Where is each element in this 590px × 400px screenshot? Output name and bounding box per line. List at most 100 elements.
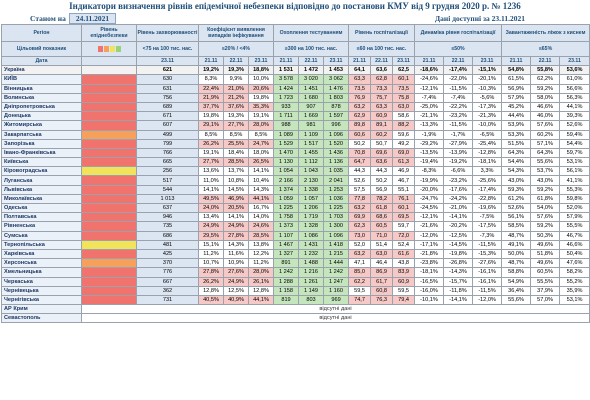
table-row[interactable]: Харківська 425 11,2% 11,6% 12,2% 1 327 1 232 1 … [1,248,590,260]
region-name: Тернопільська [1,239,82,250]
detection-cell: 11,2% [248,258,274,269]
detection-cell: 13,8% [248,239,274,250]
table-row[interactable]: Житомирська 607 29,1% 27,7% 28,0% 988 981 996 89… [1,120,590,131]
dynamics-cell: -10,3% [472,83,503,94]
detection-cell: 40,9% [223,294,249,306]
region-name: Миколаївська [1,193,82,205]
hosp-cell: 57,5 [348,184,372,195]
beds-cell: 48,7% [501,230,532,241]
table-row[interactable]: Донецька 671 19,8% 19,3% 19,1% 1 711 1 669 1 59… [1,111,590,122]
risk-level [81,239,137,250]
dynamics-cell: -17,3% [472,101,503,113]
table-row[interactable]: Запорізька 799 26,2% 25,5% 24,7% 1 529 1 517 1 … [1,138,590,149]
testing-cell: 1 597 [322,111,350,122]
no-data-row[interactable]: АР Крим відсутні дані [1,304,590,315]
testing-cell: 1 328 [298,221,324,232]
date-level [81,55,137,67]
ukraine-row[interactable]: Україна 621 19,2% 19,3% 18,8% 1 531 1 472 1 453… [1,65,590,76]
date-cell: 23.11 [248,55,274,67]
incidence-cell: 630 [136,74,199,85]
table-row[interactable]: Волинська 756 21,9% 21,2% 19,8% 1 723 1 680 1 8… [1,92,590,103]
detection-cell: 12,2% [248,248,274,260]
table-row[interactable]: Черкаська 667 26,2% 24,9% 26,1% 1 288 1 261 1 2… [1,276,590,287]
table-row[interactable]: Київська 665 27,7% 28,5% 26,5% 1 130 1 112 1 13… [1,157,590,168]
beds-cell: 57,0% [530,294,561,306]
beds-cell: 54,3% [501,166,532,177]
testing-cell: 1 225 [273,202,299,214]
table-row[interactable]: Тернопільська 481 15,1% 14,3% 13,8% 1 467 1 43… [1,239,590,250]
hosp-cell: 60,9 [392,276,416,287]
beds-cell: 43,0% [530,175,561,186]
table-row[interactable]: Кіровоградська 256 13,6% 13,7% 14,1% 1 054 1 0… [1,166,590,177]
table-row[interactable]: КИЇВ 630 8,3% 9,9% 10,0% 3 578 3 020 3 062 63,3 6… [1,74,590,85]
dynamics-cell: -7,5% [472,212,503,223]
dynamics-cell: -12,8% [472,147,503,159]
table-row[interactable]: Херсонська 370 10,7% 10,9% 11,2% 891 1 488 1 44… [1,258,590,269]
col-incidence: Рівень захворюваності [136,24,199,42]
testing-cell: 891 [273,258,299,269]
beds-cell: 56,1% [501,212,532,223]
hosp-cell: 73,0 [348,230,372,241]
hosp-cell: 75,7 [370,92,394,103]
detection-cell: 14,3% [223,239,249,250]
table-row[interactable]: Івано-Франківська 766 19,1% 18,4% 18,0% 1 470… [1,147,590,159]
dynamics-cell: -24,6% [414,74,445,85]
table-row[interactable]: Сумська 686 29,5% 27,8% 28,5% 1 107 1 086 1 096… [1,230,590,241]
testing-cell: 1 529 [273,138,299,149]
region-name: Хмельницька [1,267,82,278]
dynamics-cell: -17,5% [472,221,503,232]
testing-cell: 907 [298,101,324,113]
hosp-cell: 62,8 [370,74,394,85]
detection-cell: 14,1% [198,184,224,195]
testing-cell: 1 703 [322,212,350,223]
incidence-cell: 544 [136,184,199,195]
risk-level [81,248,137,260]
detection-cell: 44,1% [248,193,274,205]
region-name: Кіровоградська [1,166,82,177]
dynamics-cell: -16,5% [414,276,445,287]
table-row[interactable]: Чернівецька 362 12,8% 12,5% 12,8% 1 158 1 149 1… [1,285,590,296]
hosp-cell: 69,5 [392,212,416,223]
beds-cell: 57,6% [530,212,561,223]
table-row[interactable]: Хмельницька 776 27,8% 27,6% 28,0% 1 242 1 216 1… [1,267,590,278]
table-row[interactable]: Закарпатська 499 8,5% 8,5% 8,5% 1 089 1 109 1 0… [1,129,590,140]
risk-level [81,83,137,94]
testing-cell: 2 041 [322,175,350,186]
testing-cell: 981 [298,120,324,131]
table-row[interactable]: Дніпропетровська 689 37,7% 37,6% 35,3% 933 907… [1,101,590,113]
detection-cell: 11,2% [198,248,224,260]
dynamics-cell: -10,1% [414,294,445,306]
testing-cell: 1 054 [273,166,299,177]
hosp-cell: 76,3 [370,294,394,306]
no-data-row[interactable]: Севастополь відсутні дані [1,313,590,324]
hosp-cell: 56,9 [370,184,394,195]
table-row[interactable]: Миколаївська 1 013 49,5% 46,9% 44,1% 1 059 1 0… [1,193,590,205]
table-row[interactable]: Вінницька 631 22,4% 21,0% 20,6% 1 424 1 451 1 4… [1,83,590,94]
table-row[interactable]: Львівська 544 14,1% 14,5% 14,3% 1 374 1 338 1 2… [1,184,590,195]
col-level: Рівень епіднебезпеки [81,24,137,42]
beds-cell: 57,9% [501,92,532,103]
dynamics-cell: -24,2% [443,193,474,205]
date-cell: 21.11 [501,55,532,67]
incidence-cell: 362 [136,285,199,296]
table-row[interactable]: Чернігівська 731 40,5% 40,9% 44,1% 819 803 969 7… [1,294,590,306]
table-row[interactable]: Одеська 637 24,0% 20,5% 16,7% 1 225 1 206 1 225… [1,202,590,214]
table-row[interactable]: Луганська 517 11,0% 10,8% 10,4% 2 166 2 130 2 0… [1,175,590,186]
dynamics-cell: -20,1% [472,74,503,85]
hosp-cell: 59,5 [348,285,372,296]
beds-cell: 58,2% [559,267,590,278]
col-hosp: Рівень госпіталізації [348,24,416,42]
region-name: Харківська [1,248,82,260]
beds-cell: 56,3% [559,92,590,103]
hosp-cell: 63,2 [348,202,372,214]
detection-cell: 26,2% [198,276,224,287]
table-row[interactable]: Рівненська 735 24,9% 24,9% 24,6% 1 373 1 328 1 … [1,221,590,232]
beds-cell: 50,0% [501,248,532,260]
dynamics-cell: -29,2% [414,138,445,149]
beds-cell: 37,9% [530,285,561,296]
detection-cell: 21,0% [223,83,249,94]
beds-cell: 57,6% [530,120,561,131]
legend-red [97,45,103,52]
region-name: Львівська [1,184,82,195]
table-row[interactable]: Полтавська 946 13,4% 14,1% 14,0% 1 758 1 719 1 … [1,212,590,223]
